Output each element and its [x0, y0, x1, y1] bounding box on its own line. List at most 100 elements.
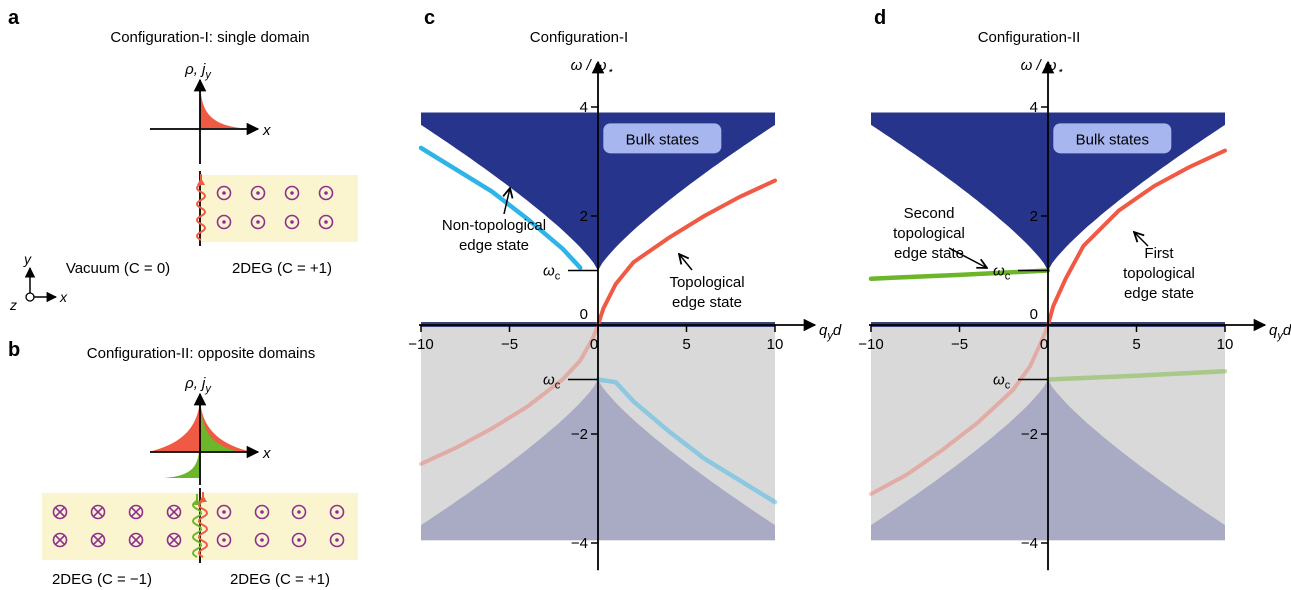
field-out-of-plane-dot [335, 510, 339, 514]
magnetic-field-out-icons [216, 185, 334, 230]
x-tick-label: 0 [1040, 336, 1048, 353]
x-tick-label: 5 [1132, 336, 1140, 353]
y-tick-label: 2 [580, 208, 588, 225]
charge-profile-red [200, 86, 240, 128]
panel-b: b Configuration-II: opposite domains ρ, … [8, 339, 358, 588]
current-profile-green-up [201, 408, 236, 451]
panel-a-title: Configuration-I: single domain [110, 29, 309, 46]
field-out-of-plane-dot [256, 220, 260, 224]
2deg-label: 2DEG (C = +1) [232, 260, 332, 277]
field-out-of-plane-dot [260, 510, 264, 514]
field-out-of-plane-icon [284, 185, 300, 201]
y-zero-label: 0 [1030, 306, 1038, 323]
x-axis-label: qyd [819, 322, 842, 342]
bulk-states-label: Bulk states [1076, 131, 1149, 148]
field-out-of-plane-icon [254, 532, 270, 548]
field-out-of-plane-icon [329, 532, 345, 548]
x-tick-label: 5 [682, 336, 690, 353]
edge-wave-arrowhead [197, 178, 205, 185]
field-into-plane-icon [52, 532, 68, 548]
y-tick-label: −2 [1021, 426, 1038, 443]
field-into-plane-cross [169, 507, 179, 517]
field-into-plane-cross [131, 535, 141, 545]
panel-a-letter: a [8, 7, 20, 29]
y-tick-label: 4 [580, 99, 588, 116]
panel-c: c Configuration-I Bulk states −10 −5 0 5 10 −4 −2… [408, 7, 842, 571]
profile-x-label: x [262, 445, 271, 462]
field-out-of-plane-dot [256, 191, 260, 195]
field-out-of-plane-icon [250, 214, 266, 230]
y-zero-label: 0 [580, 306, 588, 323]
panel-title: Configuration-I [530, 29, 628, 46]
field-out-of-plane-icon [318, 185, 334, 201]
field-into-plane-icon [90, 504, 106, 520]
x-tick-label: −10 [858, 336, 883, 353]
edge-wave-red-arrowhead [199, 495, 207, 502]
field-out-of-plane-icon [291, 532, 307, 548]
bulk-states-label-box [603, 123, 722, 154]
field-into-plane-cross [55, 507, 65, 517]
field-into-plane-icon [128, 504, 144, 520]
y-tick-label: −4 [571, 535, 588, 552]
annotation-second-line3: edge state [894, 245, 964, 262]
annotation-arrow [1134, 232, 1149, 247]
annotation-topological: Topological [669, 274, 744, 291]
field-into-plane-icon [166, 504, 182, 520]
x-tick-label: 0 [590, 336, 598, 353]
second-topological-edge-state-line [868, 268, 1051, 281]
field-into-plane-icon [166, 532, 182, 548]
field-into-plane-cross [93, 535, 103, 545]
field-into-plane-icon [90, 532, 106, 548]
topological-edge-state-line-faded [419, 323, 600, 466]
coord-z-icon [25, 292, 35, 302]
coord-z-label: z [9, 297, 17, 313]
coord-y-label: y [23, 251, 32, 267]
field-into-plane-cross [131, 507, 141, 517]
field-out-of-plane-dot [324, 191, 328, 195]
x-tick-label: 10 [1217, 336, 1234, 353]
field-into-plane-cross [93, 507, 103, 517]
annotation-first: First [1144, 245, 1174, 262]
field-out-of-plane-dot [297, 510, 301, 514]
vacuum-label: Vacuum (C = 0) [66, 260, 170, 277]
field-out-of-plane-icon [254, 504, 270, 520]
2deg-sample [200, 175, 358, 242]
panel-a-profile-axis-label: ρ, jy [184, 61, 212, 81]
annotation-first-line3: edge state [1124, 285, 1194, 302]
y-axis-label: ω / ω⋆ [1021, 57, 1064, 77]
field-into-plane-icon [128, 532, 144, 548]
edge-wave-red [198, 492, 208, 558]
annotation-arrow [948, 247, 987, 268]
y-tick-label: −2 [571, 426, 588, 443]
field-out-of-plane-dot [222, 191, 226, 195]
magnetic-field-icons [52, 504, 345, 548]
field-out-of-plane-icon [250, 185, 266, 201]
current-profile-green-down [164, 452, 199, 478]
panel-letter: d [874, 7, 886, 29]
field-out-of-plane-icon [216, 504, 232, 520]
edge-wave-red [196, 174, 206, 241]
panel-title: Configuration-II [978, 29, 1081, 46]
left-2deg-label: 2DEG (C = −1) [52, 571, 152, 588]
coord-x-label: x [59, 289, 68, 305]
field-out-of-plane-icon [329, 504, 345, 520]
field-out-of-plane-icon [216, 214, 232, 230]
profile-x-label: x [262, 122, 271, 139]
field-out-of-plane-icon [284, 214, 300, 230]
omega-c-label: ωc [543, 372, 561, 392]
field-into-plane-icon [52, 504, 68, 520]
annotation-nontopological: Non-topological [442, 217, 546, 234]
annotation-second: Second [904, 205, 955, 222]
field-out-of-plane-dot [260, 538, 264, 542]
panel-letter: c [424, 7, 435, 29]
annotation-arrow [679, 254, 693, 271]
panel-d: d Configuration-II Bulk states −10 −5 0 5 10 −4 −… [858, 7, 1291, 571]
non-topological-edge-state-line [418, 145, 583, 271]
first-topological-edge-state-line [1046, 148, 1227, 327]
y-tick-label: 2 [1030, 208, 1038, 225]
omega-c-label: ωc [543, 263, 561, 283]
x-tick-label: −5 [951, 336, 968, 353]
second-topological-edge-state-negative--line [1045, 369, 1228, 382]
field-into-plane-cross [169, 535, 179, 545]
